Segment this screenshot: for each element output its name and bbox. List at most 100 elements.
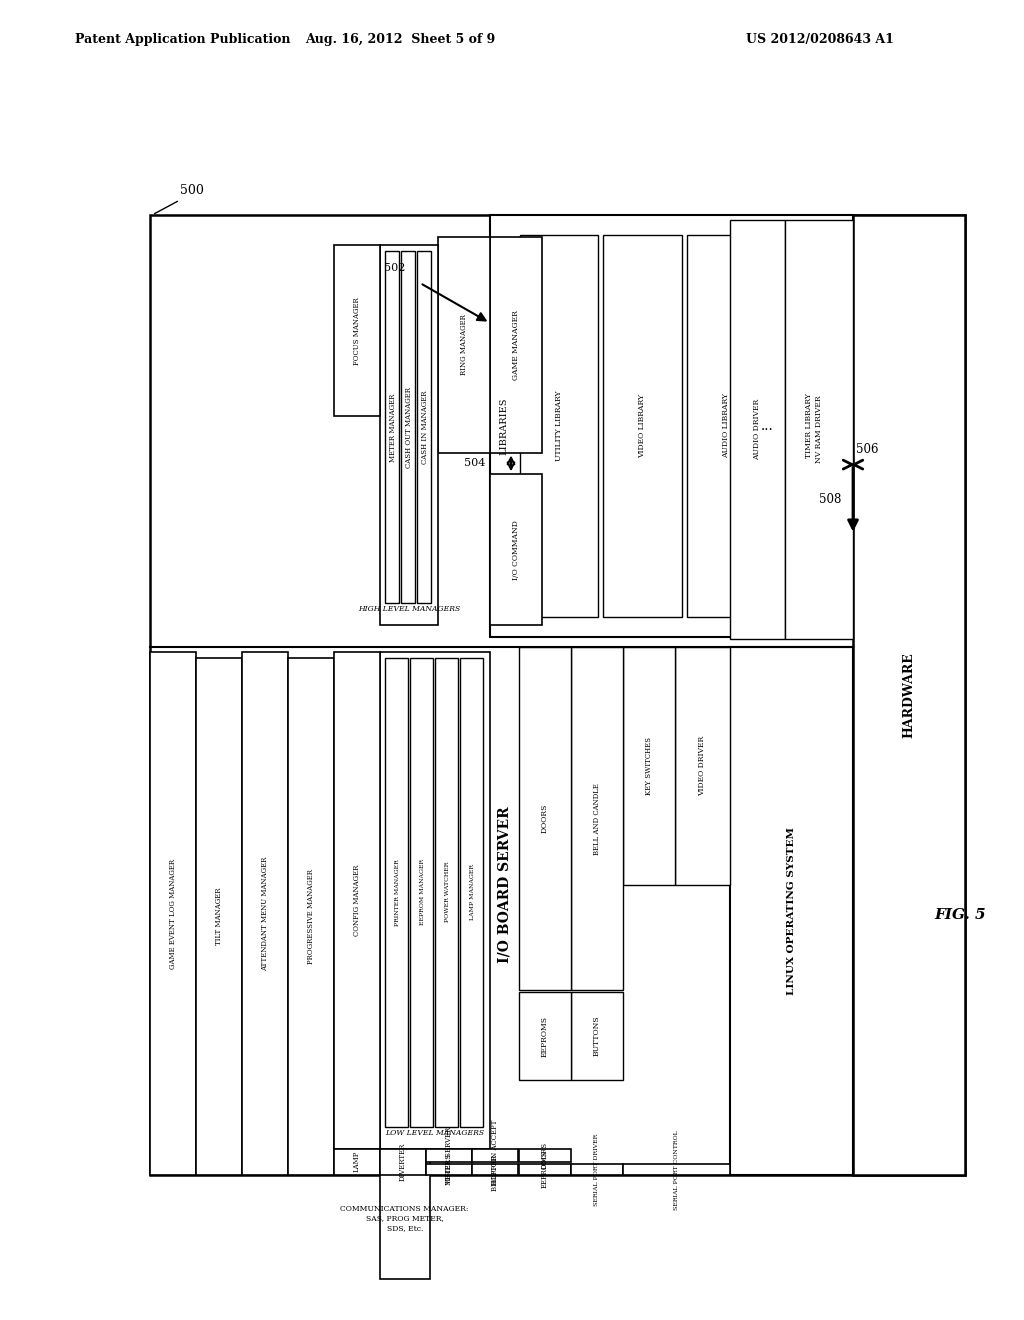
Text: HOPPER: HOPPER [490, 1154, 499, 1185]
Bar [675, 647, 730, 884]
Text: FIG. 5: FIG. 5 [934, 908, 986, 921]
Bar [334, 246, 380, 416]
Bar [242, 652, 288, 1175]
Text: PROGRESSIVE MANAGER: PROGRESSIVE MANAGER [307, 869, 315, 964]
Bar [380, 1148, 426, 1175]
Bar [853, 215, 965, 1175]
Text: LAMP MANAGER: LAMP MANAGER [470, 865, 475, 920]
Bar [385, 657, 408, 1126]
Text: SERIAL PORT DRIVER: SERIAL PORT DRIVER [595, 1134, 599, 1206]
Bar [520, 235, 598, 616]
Text: RING MANAGER: RING MANAGER [460, 314, 468, 375]
Bar [380, 652, 490, 1148]
Bar [410, 657, 433, 1126]
Text: 500: 500 [180, 183, 204, 197]
Bar [571, 647, 623, 990]
Text: CONFIG MANAGER: CONFIG MANAGER [353, 865, 361, 936]
Bar [686, 235, 765, 616]
Bar [623, 1164, 730, 1175]
Text: TILT MANAGER: TILT MANAGER [215, 888, 223, 945]
Text: HIGH LEVEL MANAGERS: HIGH LEVEL MANAGERS [357, 606, 460, 614]
Text: DOORS: DOORS [541, 804, 549, 833]
Text: BILL/COIN ACCEPT: BILL/COIN ACCEPT [490, 1119, 499, 1191]
Bar [334, 652, 380, 1148]
Text: ATTENDANT MENU MANAGER: ATTENDANT MENU MANAGER [261, 857, 269, 970]
Text: LIBRARIES: LIBRARIES [500, 397, 509, 455]
Text: CASH IN MANAGER: CASH IN MANAGER [421, 391, 429, 465]
Bar [519, 1164, 571, 1175]
Bar [150, 215, 965, 1175]
Bar [603, 235, 682, 616]
Text: DOORS: DOORS [541, 1142, 549, 1168]
Bar [385, 251, 399, 603]
Text: LINUX OPERATING SYSTEM: LINUX OPERATING SYSTEM [787, 828, 796, 995]
Text: 502: 502 [384, 263, 406, 273]
Bar [571, 1164, 623, 1175]
Text: EEPROMS: EEPROMS [541, 1015, 549, 1056]
Bar [288, 659, 334, 1175]
Text: CASH OUT MANAGER: CASH OUT MANAGER [406, 387, 413, 467]
Text: Patent Application Publication: Patent Application Publication [75, 33, 291, 46]
Bar [490, 474, 542, 626]
Text: PRINTER MANAGER: PRINTER MANAGER [395, 859, 400, 925]
Bar [472, 1164, 518, 1175]
Text: METERS: METERS [445, 1154, 453, 1185]
Text: I/O BOARD SERVER: I/O BOARD SERVER [498, 807, 512, 962]
Bar [401, 251, 415, 603]
Bar [519, 993, 571, 1080]
Text: LAMP: LAMP [353, 1151, 361, 1172]
Bar [490, 236, 542, 453]
Bar [196, 659, 242, 1175]
Bar [426, 1164, 472, 1175]
Text: US 2012/0208643 A1: US 2012/0208643 A1 [746, 33, 894, 46]
Bar [380, 1159, 429, 1279]
Text: FOCUS MANAGER: FOCUS MANAGER [353, 297, 361, 364]
Bar [785, 220, 853, 639]
Bar [334, 1148, 380, 1175]
Text: GAME MANAGER: GAME MANAGER [512, 310, 520, 380]
Text: AUDIO LIBRARY: AUDIO LIBRARY [722, 393, 730, 458]
Text: EEPROMS: EEPROMS [541, 1151, 549, 1188]
Bar [770, 235, 848, 616]
Text: NV RAM DRIVER: NV RAM DRIVER [815, 396, 823, 463]
Text: VIDEO LIBRARY: VIDEO LIBRARY [638, 393, 646, 458]
Text: ...: ... [761, 418, 773, 433]
Text: 504: 504 [464, 458, 485, 469]
Bar [435, 657, 458, 1126]
Text: VIDEO DRIVER: VIDEO DRIVER [698, 735, 707, 796]
Text: DIVERTER: DIVERTER [399, 1143, 407, 1181]
Text: BELL AND CANDLE: BELL AND CANDLE [593, 783, 601, 854]
Text: SERIAL PORT CONTROL: SERIAL PORT CONTROL [674, 1130, 679, 1209]
Bar [490, 215, 853, 638]
Bar [438, 236, 490, 453]
Text: POWER WATCHER: POWER WATCHER [445, 862, 450, 923]
Text: TIMER SERVER: TIMER SERVER [445, 1126, 453, 1184]
Text: COMMUNICATIONS MANAGER:
SAS, PROG METER,
SDS, Etc.: COMMUNICATIONS MANAGER: SAS, PROG METER,… [341, 1205, 469, 1232]
Text: LOW LEVEL MANAGERS: LOW LEVEL MANAGERS [385, 1129, 484, 1137]
Text: 506: 506 [856, 444, 879, 457]
Bar [571, 993, 623, 1080]
Text: Aug. 16, 2012  Sheet 5 of 9: Aug. 16, 2012 Sheet 5 of 9 [305, 33, 496, 46]
Bar [472, 1148, 518, 1162]
Bar [380, 246, 438, 626]
Bar [730, 647, 853, 1175]
Text: HARDWARE: HARDWARE [902, 652, 915, 738]
Bar [623, 647, 675, 884]
Bar [150, 652, 196, 1175]
Text: BUTTONS: BUTTONS [593, 1016, 601, 1056]
Text: AUDIO DRIVER: AUDIO DRIVER [754, 399, 762, 461]
Text: I/O COMMAND: I/O COMMAND [512, 520, 520, 579]
Bar [417, 251, 431, 603]
Text: UTILITY LIBRARY: UTILITY LIBRARY [555, 391, 563, 461]
Text: KEY SWITCHES: KEY SWITCHES [645, 737, 653, 795]
Text: EEPROM MANAGER: EEPROM MANAGER [420, 859, 425, 925]
Text: 508: 508 [818, 494, 841, 506]
Bar [460, 657, 483, 1126]
Bar [730, 220, 785, 639]
Text: GAME EVENT LOG MANAGER: GAME EVENT LOG MANAGER [169, 858, 177, 969]
Bar [519, 1148, 571, 1162]
Bar [426, 1148, 472, 1162]
Text: METER MANAGER: METER MANAGER [389, 393, 397, 462]
Bar [519, 647, 571, 990]
Text: TIMER LIBRARY: TIMER LIBRARY [805, 393, 813, 458]
